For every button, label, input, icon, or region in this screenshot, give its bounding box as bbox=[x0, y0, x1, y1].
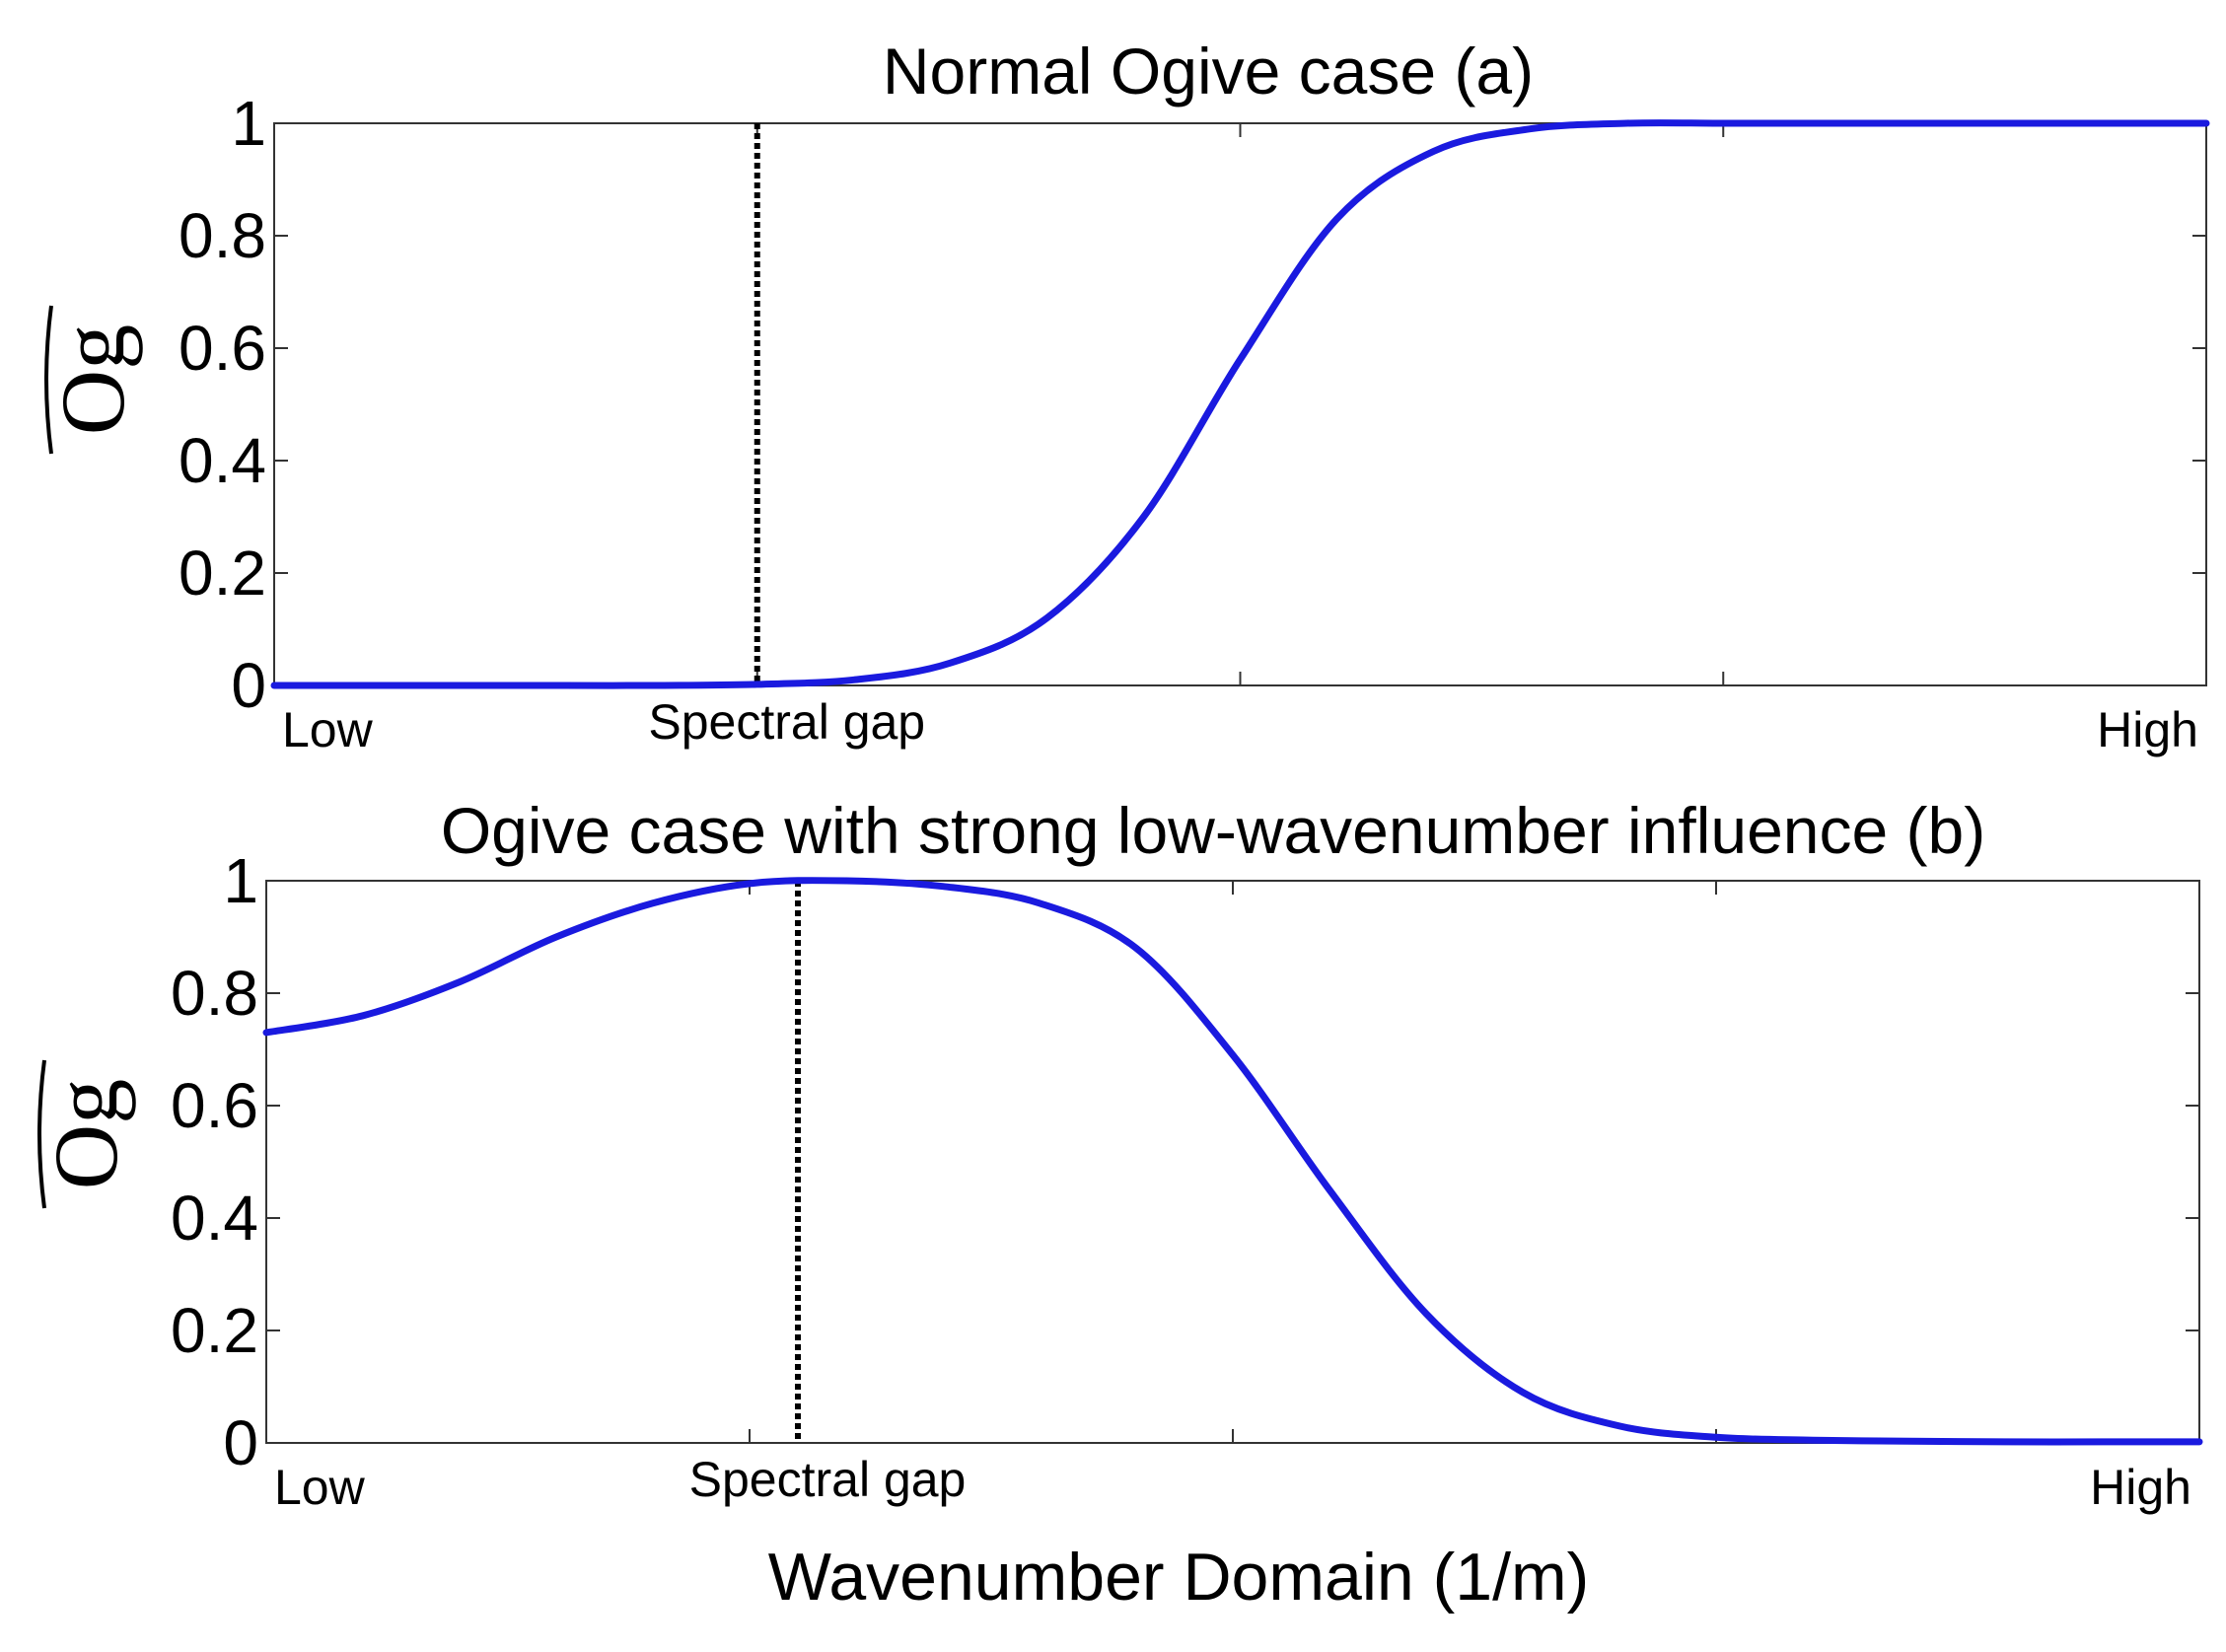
panel-a-ogive-curve bbox=[270, 119, 2210, 689]
panel-a-ytick-label: 0.2 bbox=[179, 538, 266, 609]
panel-b-ogive-curve bbox=[262, 877, 2203, 1446]
panel-b-ytick-label: 0.4 bbox=[171, 1183, 258, 1254]
panel-a-ytick-label: 0 bbox=[231, 650, 266, 721]
panel-b-ylabel-text: Og bbox=[36, 1079, 136, 1189]
panel-b-ytick-label: 0.6 bbox=[171, 1070, 258, 1141]
panel-b: Ogive case with strong low-wavenumber in… bbox=[36, 794, 2203, 1615]
panel-a-xlabel-spectral-gap: Spectral gap bbox=[648, 694, 925, 750]
panel-b-plot-frame bbox=[265, 880, 2200, 1444]
panel-a-ytick-label: 1 bbox=[231, 88, 266, 159]
panel-a-ylabel-text: Og bbox=[42, 324, 143, 435]
panel-a-title: Normal Ogive case (a) bbox=[883, 35, 1534, 108]
panel-a: Normal Ogive case (a) Og 0 0.2 0.4 0.6 0.8 1 L… bbox=[42, 35, 2210, 757]
x-axis-label: Wavenumber Domain (1/m) bbox=[768, 1540, 1590, 1615]
panel-b-ylabel-hat bbox=[37, 1059, 46, 1209]
panel-b-ylabel: Og bbox=[36, 1059, 136, 1209]
panel-b-ytick-label: 0 bbox=[223, 1407, 258, 1478]
panel-b-xlabel-low: Low bbox=[274, 1460, 366, 1515]
panel-a-xlabel-high: High bbox=[2097, 702, 2198, 757]
panel-b-ytick-label: 1 bbox=[223, 845, 258, 916]
panel-b-xlabel-spectral-gap: Spectral gap bbox=[689, 1452, 967, 1507]
panel-b-xlabel-high: High bbox=[2090, 1460, 2191, 1515]
panel-a-ytick-label: 0.6 bbox=[179, 313, 266, 384]
panel-b-axes: 0 0.2 0.4 0.6 0.8 1 Low Spectral gap High bbox=[171, 845, 2203, 1515]
panel-a-xlabel-low: Low bbox=[282, 702, 374, 757]
panel-b-title: Ogive case with strong low-wavenumber in… bbox=[441, 794, 1985, 867]
panel-a-axes: 0 0.2 0.4 0.6 0.8 1 Low Spectral gap High bbox=[179, 88, 2210, 757]
panel-b-ytick-label: 0.2 bbox=[171, 1295, 258, 1366]
panel-b-ytick-label: 0.8 bbox=[171, 958, 258, 1029]
panel-a-ylabel: Og bbox=[42, 305, 143, 455]
panel-a-plot-frame bbox=[273, 122, 2207, 686]
panel-a-ytick-label: 0.4 bbox=[179, 425, 266, 496]
panel-a-ylabel-hat bbox=[44, 305, 53, 455]
panel-a-ytick-label: 0.8 bbox=[179, 200, 266, 271]
